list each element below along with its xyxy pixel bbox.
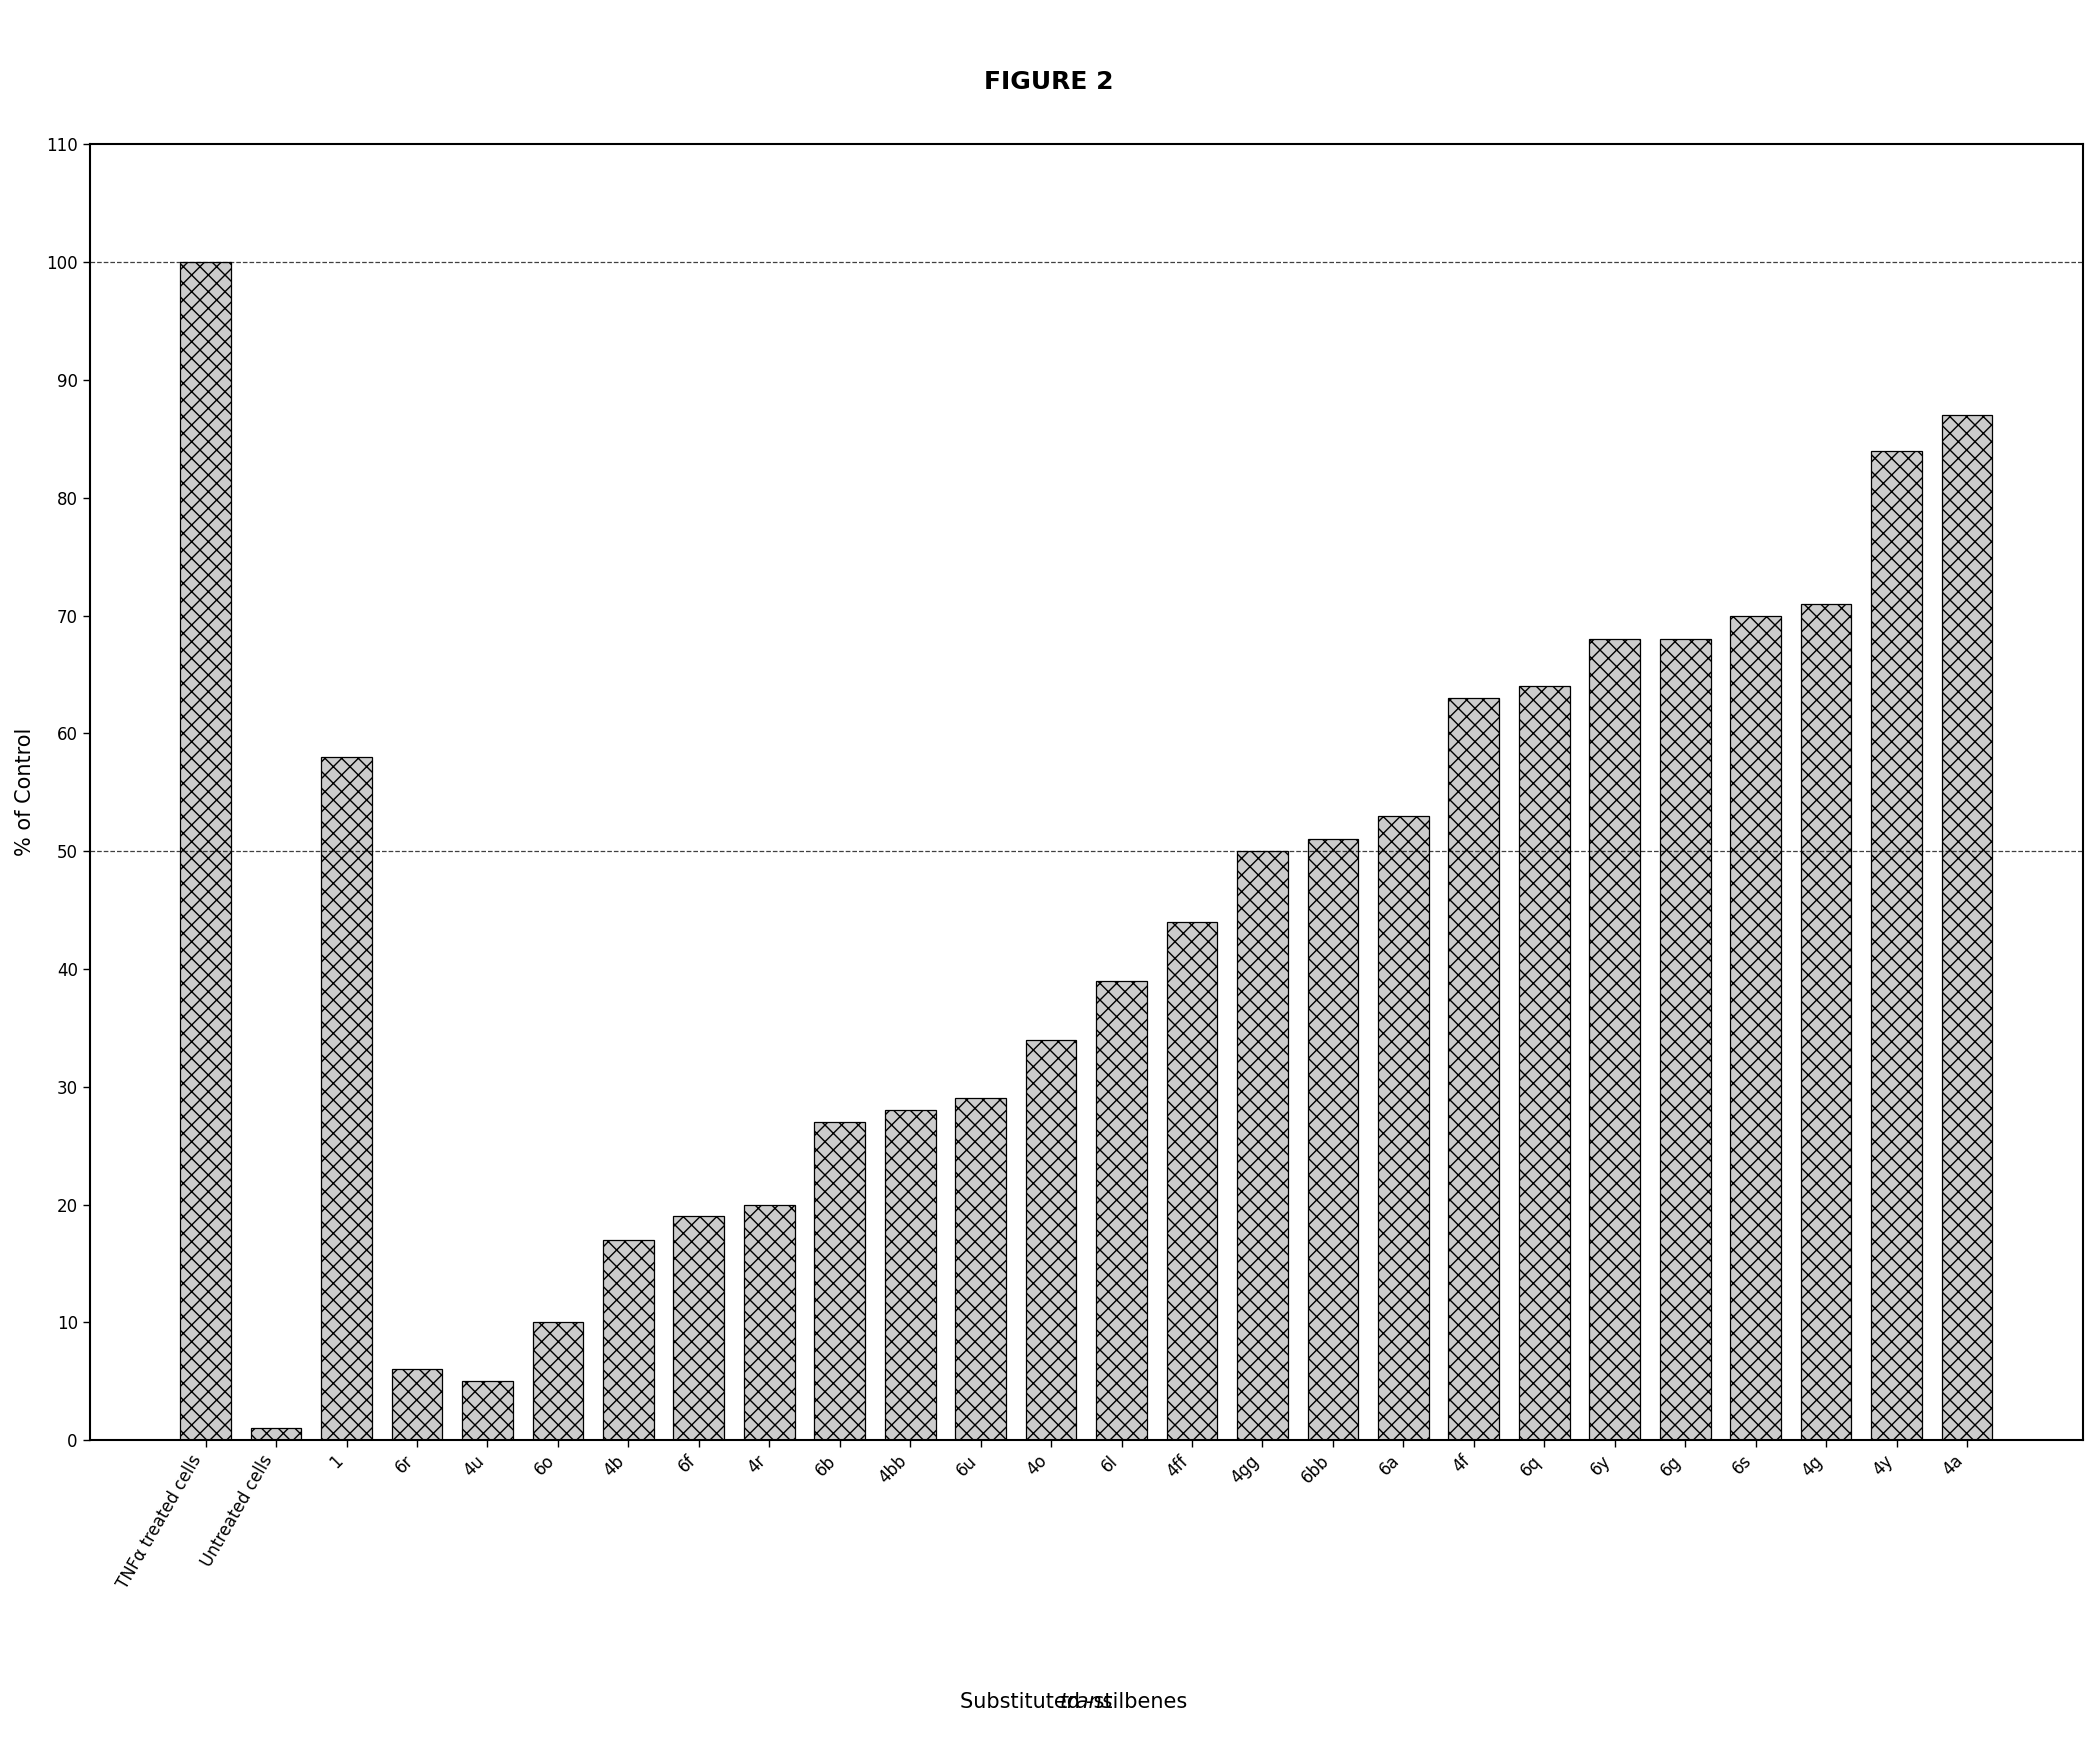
- Bar: [462, 1382, 512, 1440]
- Bar: [814, 1122, 864, 1440]
- Bar: [1448, 699, 1500, 1440]
- Bar: [745, 1204, 795, 1440]
- Bar: [673, 1216, 724, 1440]
- Text: Substituted: Substituted: [959, 1693, 1087, 1712]
- Bar: [1731, 615, 1781, 1440]
- Bar: [321, 756, 371, 1440]
- Bar: [1800, 604, 1850, 1440]
- Bar: [1238, 851, 1288, 1440]
- Bar: [1590, 639, 1641, 1440]
- Bar: [955, 1099, 1007, 1440]
- Bar: [1871, 451, 1922, 1440]
- Bar: [1378, 816, 1429, 1440]
- Bar: [1660, 639, 1710, 1440]
- Text: trans: trans: [1059, 1693, 1114, 1712]
- Text: -stilbenes: -stilbenes: [1087, 1693, 1187, 1712]
- Bar: [1307, 839, 1357, 1440]
- Bar: [1026, 1039, 1076, 1440]
- Bar: [252, 1429, 302, 1440]
- Y-axis label: % of Control: % of Control: [15, 728, 36, 856]
- Bar: [533, 1322, 583, 1440]
- Text: FIGURE 2: FIGURE 2: [984, 70, 1114, 94]
- Bar: [885, 1111, 936, 1440]
- Bar: [1166, 922, 1217, 1440]
- Bar: [392, 1370, 443, 1440]
- Bar: [602, 1240, 655, 1440]
- Bar: [180, 262, 231, 1440]
- Bar: [1941, 416, 1993, 1440]
- Bar: [1519, 687, 1569, 1440]
- Bar: [1095, 980, 1148, 1440]
